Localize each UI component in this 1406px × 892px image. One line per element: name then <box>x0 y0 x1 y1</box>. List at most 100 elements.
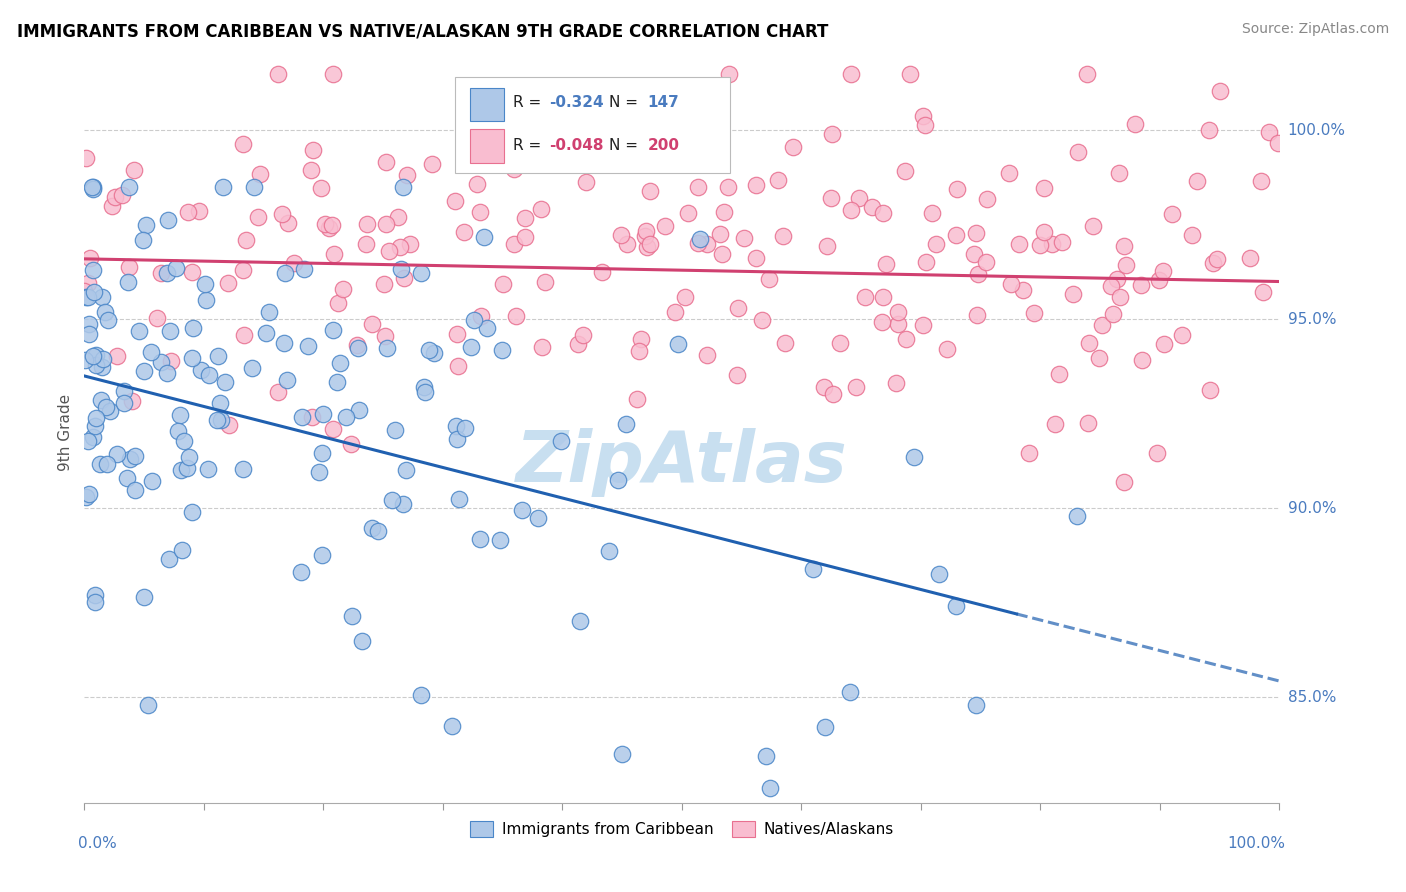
Legend: Immigrants from Caribbean, Natives/Alaskans: Immigrants from Caribbean, Natives/Alask… <box>464 815 900 843</box>
Point <box>347 403 370 417</box>
Point <box>1108 290 1130 304</box>
Point <box>575 175 598 189</box>
Point <box>1267 136 1289 150</box>
Point <box>209 412 232 426</box>
Point <box>389 262 412 277</box>
Point <box>235 233 257 247</box>
Point <box>311 445 333 459</box>
Point <box>124 483 146 497</box>
Bar <box>471 129 503 162</box>
Point <box>974 254 997 268</box>
Point <box>567 337 589 351</box>
Point <box>232 263 254 277</box>
Point <box>446 326 468 341</box>
Point <box>346 338 368 352</box>
Point <box>492 277 515 291</box>
Point <box>232 462 254 476</box>
Point <box>696 236 718 251</box>
Point <box>489 533 512 547</box>
Point <box>1077 335 1099 350</box>
Point <box>1107 271 1129 285</box>
Point <box>73 285 96 299</box>
Text: 147: 147 <box>647 95 679 110</box>
Point <box>860 200 883 214</box>
Point <box>118 452 141 467</box>
Point <box>246 210 269 224</box>
Point <box>187 204 209 219</box>
Point <box>98 404 121 418</box>
Point <box>502 161 524 176</box>
Point <box>423 345 446 359</box>
Point <box>374 329 396 343</box>
Text: 85.0%: 85.0% <box>1288 690 1336 705</box>
Point <box>82 263 104 277</box>
Point <box>820 191 842 205</box>
Point <box>1040 236 1063 251</box>
Point <box>1022 306 1045 320</box>
Point <box>463 313 485 327</box>
Point <box>360 318 382 332</box>
Point <box>290 565 312 579</box>
Point <box>1011 283 1033 297</box>
Point <box>966 267 988 281</box>
Point <box>205 413 228 427</box>
Point <box>470 309 492 323</box>
Point <box>308 466 330 480</box>
Point <box>572 328 595 343</box>
Point <box>177 450 200 464</box>
Point <box>745 252 768 266</box>
Point <box>83 588 105 602</box>
Point <box>839 685 862 699</box>
Point <box>135 218 157 232</box>
Point <box>1181 228 1204 243</box>
Point <box>1115 258 1137 272</box>
Point <box>626 392 648 406</box>
Point <box>491 343 513 357</box>
Point <box>94 400 117 414</box>
Point <box>267 67 290 81</box>
Point <box>209 395 232 409</box>
Point <box>165 261 187 276</box>
Point <box>80 180 103 194</box>
Point <box>1146 445 1168 459</box>
Text: R =: R = <box>513 95 547 110</box>
Point <box>733 230 755 244</box>
Point <box>925 237 948 252</box>
Point <box>176 461 198 475</box>
Point <box>82 180 104 194</box>
Point <box>772 228 794 243</box>
Point <box>725 368 748 383</box>
Y-axis label: 9th Grade: 9th Grade <box>58 394 73 471</box>
Point <box>418 343 440 357</box>
Point <box>454 420 477 434</box>
Point <box>377 341 399 355</box>
Point <box>513 230 536 244</box>
Point <box>1102 307 1125 321</box>
Point <box>352 634 374 648</box>
Text: IMMIGRANTS FROM CARIBBEAN VS NATIVE/ALASKAN 9TH GRADE CORRELATION CHART: IMMIGRANTS FROM CARIBBEAN VS NATIVE/ALAS… <box>17 22 828 40</box>
Point <box>326 376 349 390</box>
Point <box>297 339 319 353</box>
Point <box>180 265 202 279</box>
Point <box>447 359 470 373</box>
Point <box>169 409 191 423</box>
Point <box>91 359 114 374</box>
Point <box>1066 509 1088 524</box>
Point <box>77 326 100 341</box>
Point <box>105 447 128 461</box>
Point <box>276 373 298 387</box>
Point <box>1125 117 1147 131</box>
Point <box>1114 475 1136 489</box>
Point <box>97 313 120 327</box>
Point <box>921 206 943 220</box>
Point <box>716 180 738 194</box>
Point <box>181 321 204 335</box>
Point <box>347 341 370 355</box>
Point <box>396 168 419 182</box>
Point <box>766 173 789 187</box>
Point <box>1018 446 1040 460</box>
Point <box>283 255 305 269</box>
Point <box>468 204 491 219</box>
Point <box>815 239 838 253</box>
Point <box>79 251 101 265</box>
